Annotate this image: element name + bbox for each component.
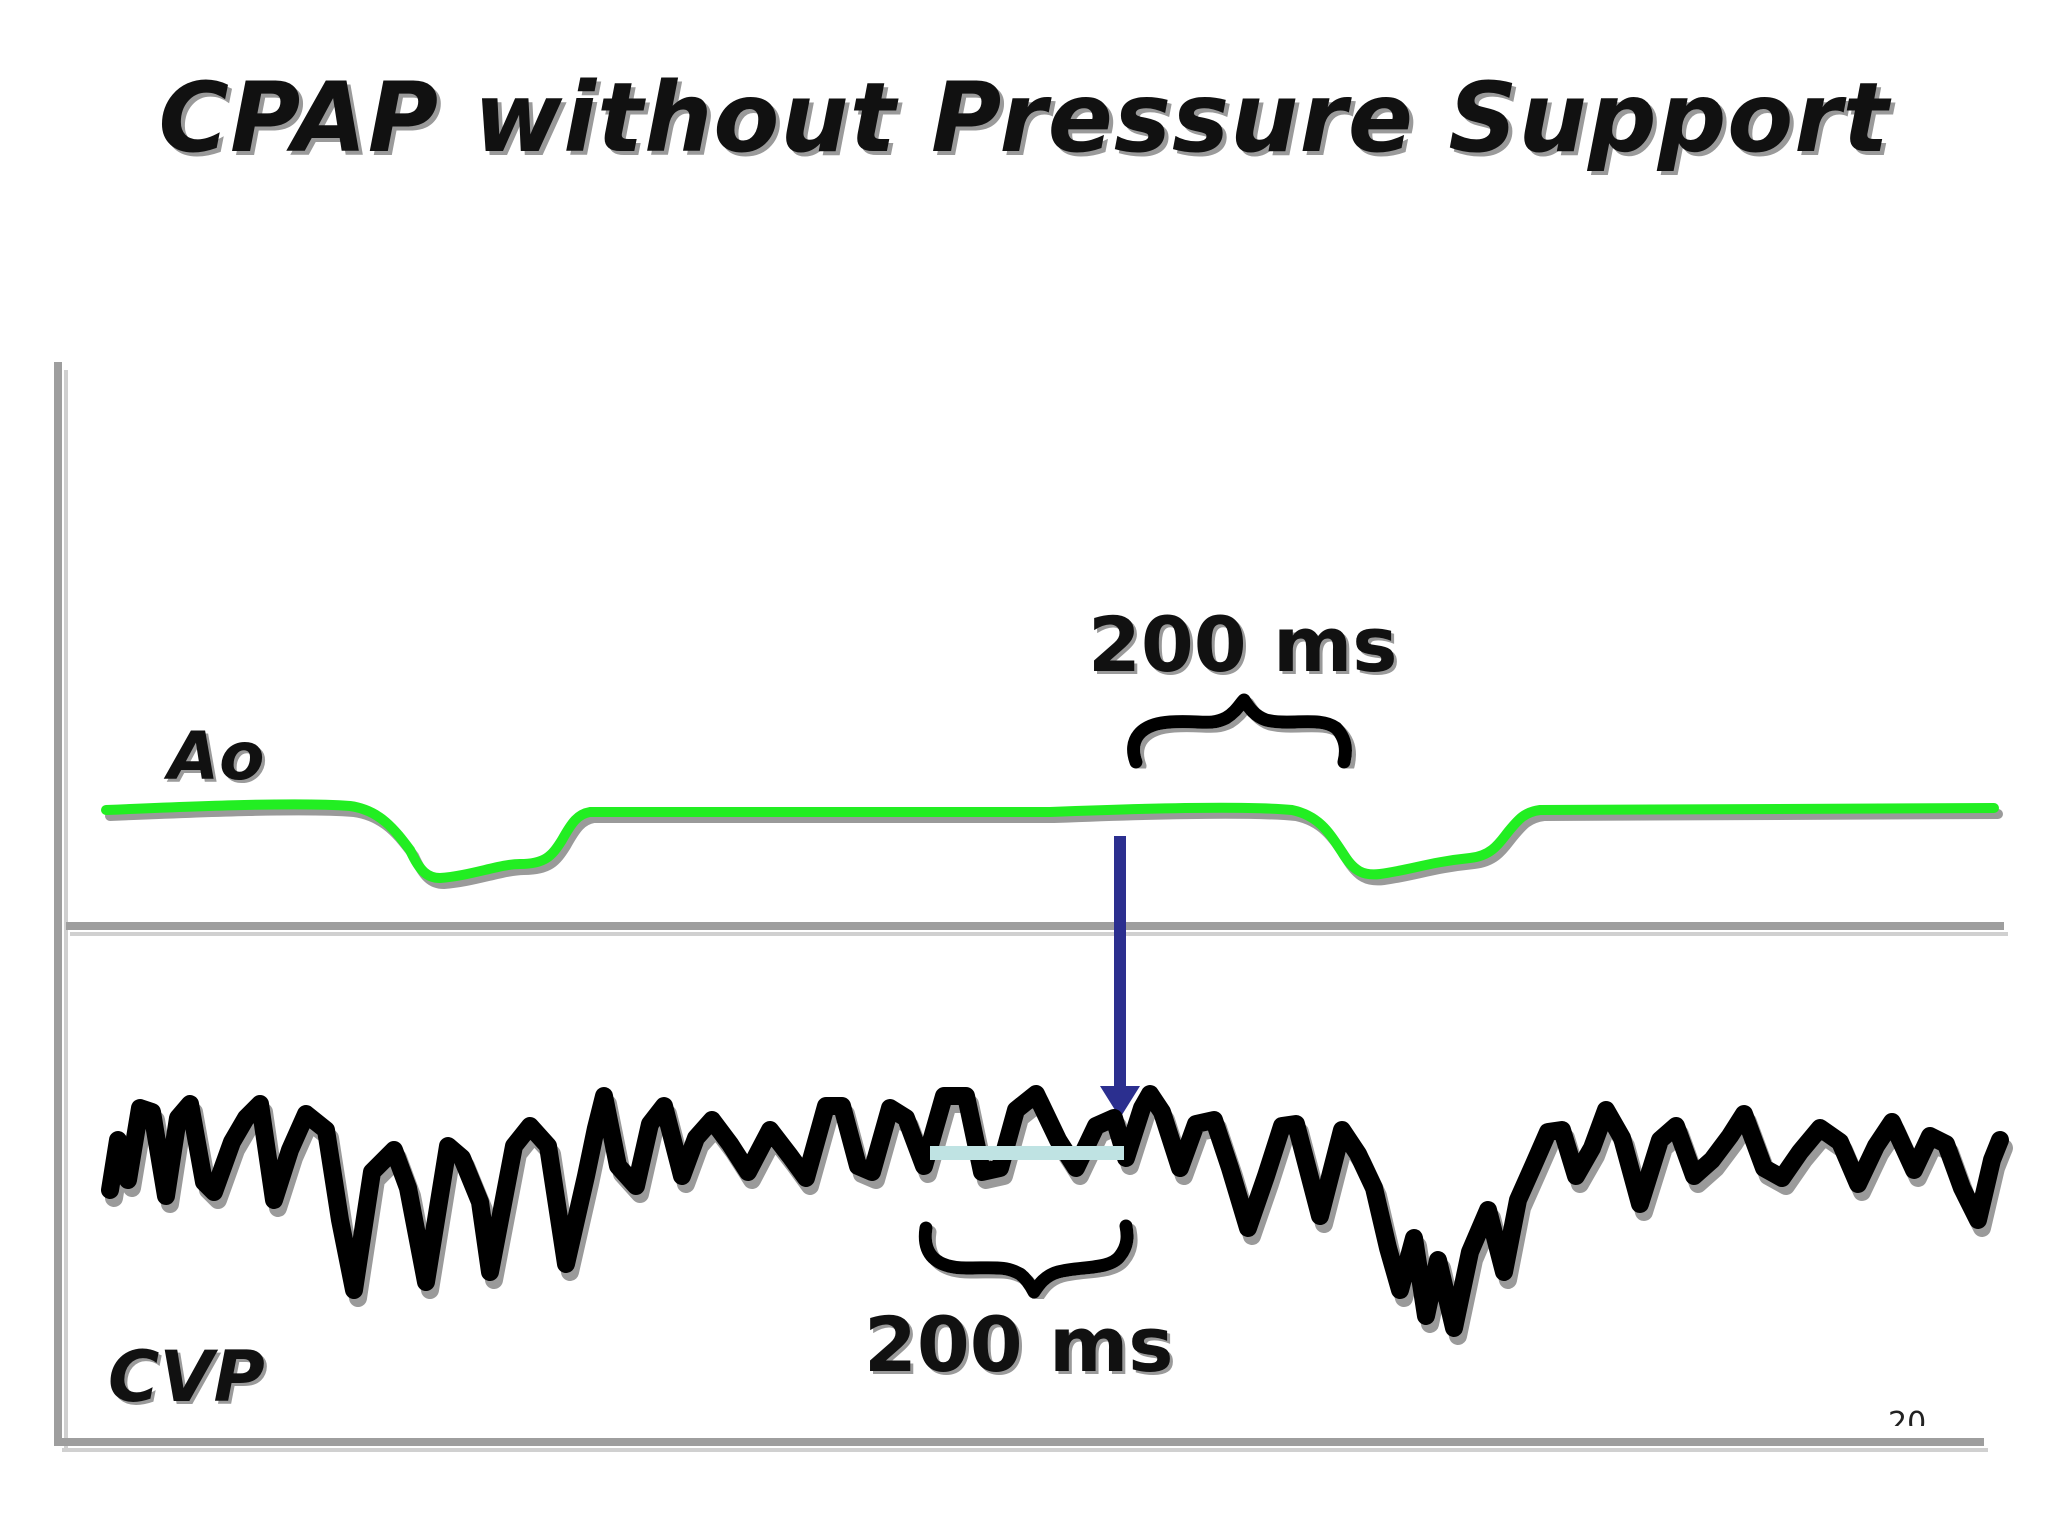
bottom-brace [918,1219,1134,1299]
cvp-trace [101,1085,2013,1345]
top-brace [1127,693,1353,769]
slide-title: CPAP without Pressure Support [158,62,1890,174]
bottom-interval-label: 200 ms [864,1300,1174,1389]
interval-marker-bar [930,1146,1124,1160]
bottom-brace-shape [918,1219,1134,1299]
ao-trace-shadow [105,805,2003,890]
top-interval-label: 200 ms [1088,600,1398,689]
cvp-trace-line [101,1085,2009,1337]
ao-trace-line [101,799,1999,884]
frame-axes [54,362,2008,1452]
down-arrow [1100,836,1140,1118]
page-number: 20 [1888,1406,1927,1426]
ao-label: Ao [168,718,265,795]
top-brace-shape [1127,693,1353,769]
ao-trace [101,799,2003,890]
down-arrow-head [1100,1086,1140,1118]
cvp-label: CVP [108,1336,265,1418]
